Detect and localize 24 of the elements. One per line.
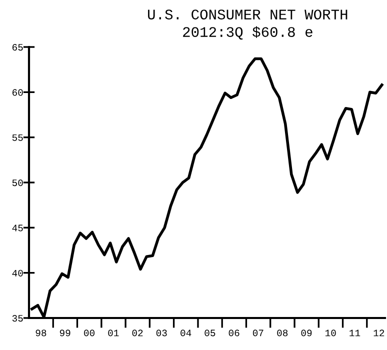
y-tick-label: 40: [12, 270, 23, 276]
x-tick-label: 08: [277, 330, 288, 336]
chart-subtitle: 2012:3Q $60.8 e: [183, 26, 312, 40]
x-tick-label: 02: [132, 330, 143, 336]
x-tick-label: 99: [60, 330, 70, 336]
y-tick-label: 55: [12, 134, 23, 141]
x-tick-label: 00: [84, 330, 95, 336]
x-tick-label: 98: [36, 330, 46, 336]
x-tick-label: 11: [350, 330, 360, 336]
y-tick-label: 65: [12, 44, 23, 51]
x-tick-label: 06: [228, 330, 240, 336]
y-tick-label: 45: [12, 224, 23, 232]
x-tick-label: 04: [180, 330, 192, 336]
x-tick-label: 01: [108, 330, 119, 336]
y-tick-label: 35: [12, 315, 23, 322]
x-tick-label: 07: [252, 330, 264, 336]
y-tick-label: 50: [12, 180, 23, 186]
x-tick-label: 05: [204, 330, 216, 336]
x-tick-label: 10: [325, 330, 336, 336]
x-tick-label: 03: [156, 330, 167, 336]
chart-title: U.S. CONSUMER NET WORTH: [148, 10, 348, 20]
x-tick-label: 12: [374, 330, 384, 336]
y-tick-label: 60: [12, 89, 23, 96]
x-tick-label: 09: [301, 330, 312, 336]
